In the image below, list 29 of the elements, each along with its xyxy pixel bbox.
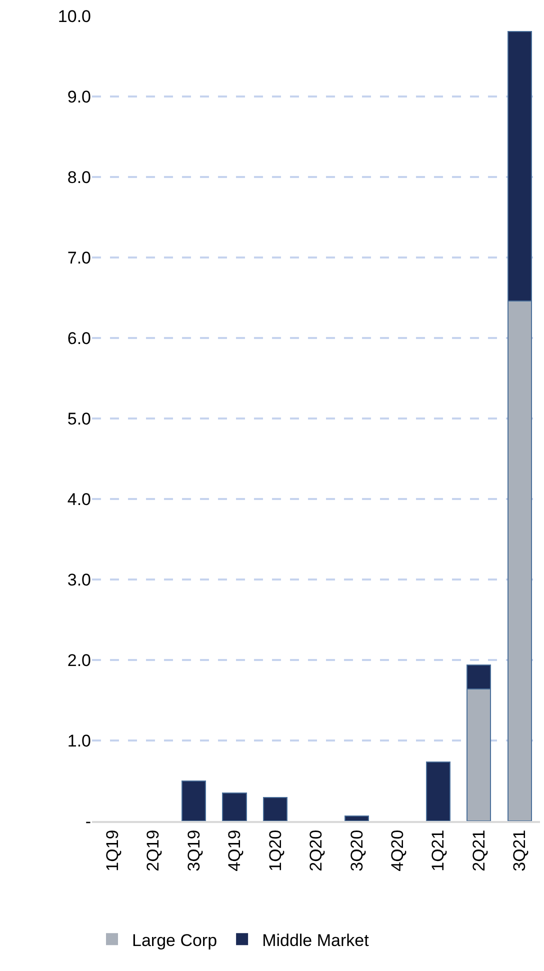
y-tick-label: 9.0 bbox=[67, 87, 91, 106]
y-tick-label: - bbox=[85, 812, 91, 831]
bar bbox=[262, 797, 288, 821]
y-tick-label: 4.0 bbox=[67, 490, 91, 509]
y-tick-label: 1.0 bbox=[67, 731, 91, 750]
y-tick-label: 10.0 bbox=[58, 6, 91, 26]
legend-label: Middle Market bbox=[262, 930, 370, 950]
bar bbox=[344, 816, 370, 821]
x-tick-label: 2Q19 bbox=[144, 830, 163, 872]
y-tick-label: 3.0 bbox=[67, 570, 91, 590]
x-tick-label: 4Q19 bbox=[225, 830, 244, 872]
x-tick-label: 3Q20 bbox=[347, 830, 366, 872]
x-tick-label: 1Q19 bbox=[102, 830, 122, 872]
y-tick-label: 6.0 bbox=[67, 328, 91, 348]
x-tick-label: 3Q21 bbox=[510, 830, 530, 872]
legend-label: Large Corp bbox=[132, 930, 218, 950]
x-tick-label: 2Q21 bbox=[469, 830, 488, 872]
x-tick-label: 1Q21 bbox=[428, 830, 448, 872]
x-tick-label: 2Q20 bbox=[306, 830, 326, 872]
y-tick-label: 5.0 bbox=[67, 409, 91, 428]
bar bbox=[222, 792, 247, 821]
bar bbox=[426, 762, 450, 821]
x-tick-label: 3Q19 bbox=[184, 830, 204, 872]
y-tick-label: 7.0 bbox=[67, 248, 91, 268]
y-tick-label: 2.0 bbox=[67, 650, 91, 670]
x-tick-label: 1Q20 bbox=[266, 830, 285, 872]
bar bbox=[182, 780, 206, 821]
y-tick-label: 8.0 bbox=[67, 168, 91, 187]
x-tick-label: 4Q20 bbox=[388, 830, 407, 872]
